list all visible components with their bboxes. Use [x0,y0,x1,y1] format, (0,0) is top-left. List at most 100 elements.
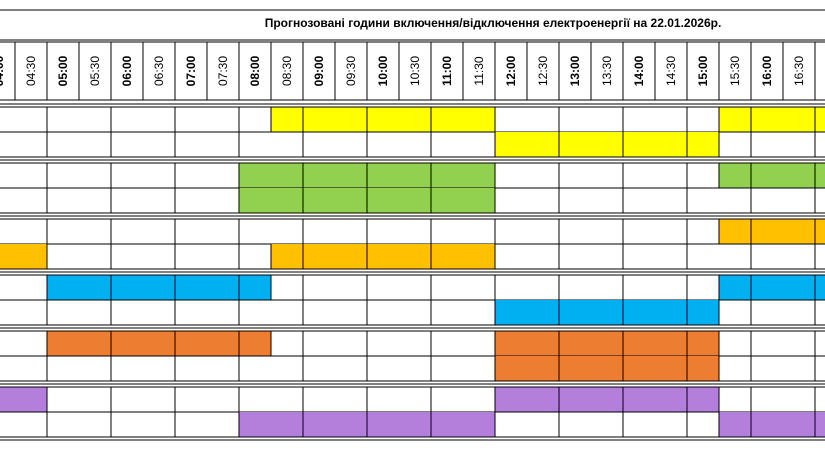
outage-cell [271,107,303,132]
outage-cell [815,412,825,437]
outage-cell [335,412,367,437]
outage-cell [591,356,623,381]
outage-cell [271,412,303,437]
outage-cell [655,356,687,381]
outage-cell [527,387,559,412]
outage-cell [271,244,303,269]
outage-cell [495,331,527,356]
time-label: 11:00 [440,56,454,86]
outage-cell [399,107,431,132]
time-label: 12:00 [504,55,518,86]
outage-cell [655,387,687,412]
outage-cell [463,163,495,188]
outage-cell [0,387,15,412]
outage-cell [463,244,495,269]
outage-cell [783,219,815,244]
outage-cell [687,387,719,412]
outage-cell [239,188,271,213]
time-label: 05:30 [88,56,102,86]
outage-cell [559,132,591,157]
outage-cell [399,244,431,269]
outage-cell [527,331,559,356]
time-label: 13:30 [600,56,614,86]
outage-cell [335,244,367,269]
title: Прогнозовані години включення/відключенн… [265,16,722,30]
outage-cell [431,188,463,213]
outage-cell [15,387,47,412]
outage-cell [303,163,335,188]
outage-cell [335,107,367,132]
outage-cell [591,132,623,157]
outage-cell [623,132,655,157]
time-label: 04:30 [24,56,38,86]
outage-cell [719,163,751,188]
outage-cell [239,163,271,188]
outage-cell [15,244,47,269]
outage-cell [687,331,719,356]
outage-cell [815,163,825,188]
outage-cell [751,412,783,437]
outage-cell [335,188,367,213]
outage-cell [591,300,623,325]
outage-cell [559,387,591,412]
outage-cell [303,188,335,213]
outage-cell [463,107,495,132]
outage-cell [815,219,825,244]
outage-cell [367,244,399,269]
outage-cell [655,132,687,157]
outage-cell [751,219,783,244]
outage-cell [207,275,239,300]
outage-cell [239,275,271,300]
outage-cell [431,163,463,188]
outage-cell [623,300,655,325]
outage-cell [79,275,111,300]
time-label: 06:00 [120,55,134,86]
outage-cell [783,163,815,188]
time-label: 08:30 [280,56,294,86]
outage-cell [495,300,527,325]
time-label: 12:30 [536,56,550,86]
time-label: 07:30 [216,56,230,86]
outage-cell [687,300,719,325]
outage-cell [655,300,687,325]
outage-cell [687,132,719,157]
time-label: 07:00 [184,55,198,86]
outage-cell [719,107,751,132]
time-label: 16:00 [760,55,774,86]
time-label: 10:00 [376,55,390,86]
outage-cell [175,275,207,300]
outage-cell [47,331,79,356]
outage-cell [143,275,175,300]
outage-cell [815,275,825,300]
time-label: 09:00 [312,55,326,86]
outage-cell [239,331,271,356]
outage-cell [783,412,815,437]
outage-cell [0,244,15,269]
outage-cell [463,412,495,437]
outage-cell [207,331,239,356]
outage-cell [463,188,495,213]
outage-cell [495,387,527,412]
time-label: 16:30 [792,56,806,86]
outage-cell [783,107,815,132]
outage-cell [751,107,783,132]
outage-cell [111,331,143,356]
time-label: 09:30 [344,56,358,86]
outage-cell [79,331,111,356]
outage-cell [47,275,79,300]
outage-cell [687,356,719,381]
time-label: 14:00 [632,55,646,86]
outage-cell [143,331,175,356]
outage-cell [783,275,815,300]
outage-cell [111,275,143,300]
outage-cell [751,163,783,188]
outage-cell [239,412,271,437]
outage-cell [591,387,623,412]
outage-cell [623,356,655,381]
time-label: 05:00 [56,55,70,86]
outage-cell [623,387,655,412]
outage-cell [751,275,783,300]
outage-cell [559,300,591,325]
outage-cell [559,356,591,381]
outage-cell [431,412,463,437]
